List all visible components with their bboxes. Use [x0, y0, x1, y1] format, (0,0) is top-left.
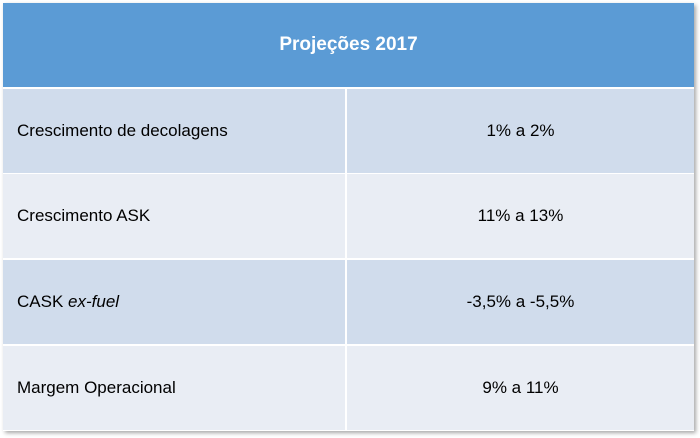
table-row: Crescimento de decolagens 1% a 2%: [3, 89, 694, 173]
projections-table: Projeções 2017 Crescimento de decolagens…: [3, 3, 694, 431]
row-label-prefix: CASK: [17, 292, 69, 311]
row-label-italic: ex-fuel: [68, 292, 120, 311]
row-label: Crescimento de decolagens: [3, 89, 347, 173]
row-value: 11% a 13%: [477, 206, 564, 225]
row-label: CASK ex-fuel: [3, 260, 347, 344]
row-label: Margem Operacional: [3, 346, 347, 430]
row-value: -3,5% a -5,5%: [466, 292, 575, 311]
row-value: 9% a 11%: [482, 378, 559, 397]
row-label: Crescimento ASK: [3, 174, 347, 258]
table-header: Projeções 2017: [3, 3, 694, 87]
table-row: Margem Operacional 9% a 11%: [3, 346, 694, 430]
table-row: CASK ex-fuel -3,5% a -5,5%: [3, 260, 694, 344]
row-value: 1% a 2%: [486, 121, 555, 140]
table-title: Projeções 2017: [279, 34, 418, 55]
table-row: Crescimento ASK 11% a 13%: [3, 174, 694, 258]
